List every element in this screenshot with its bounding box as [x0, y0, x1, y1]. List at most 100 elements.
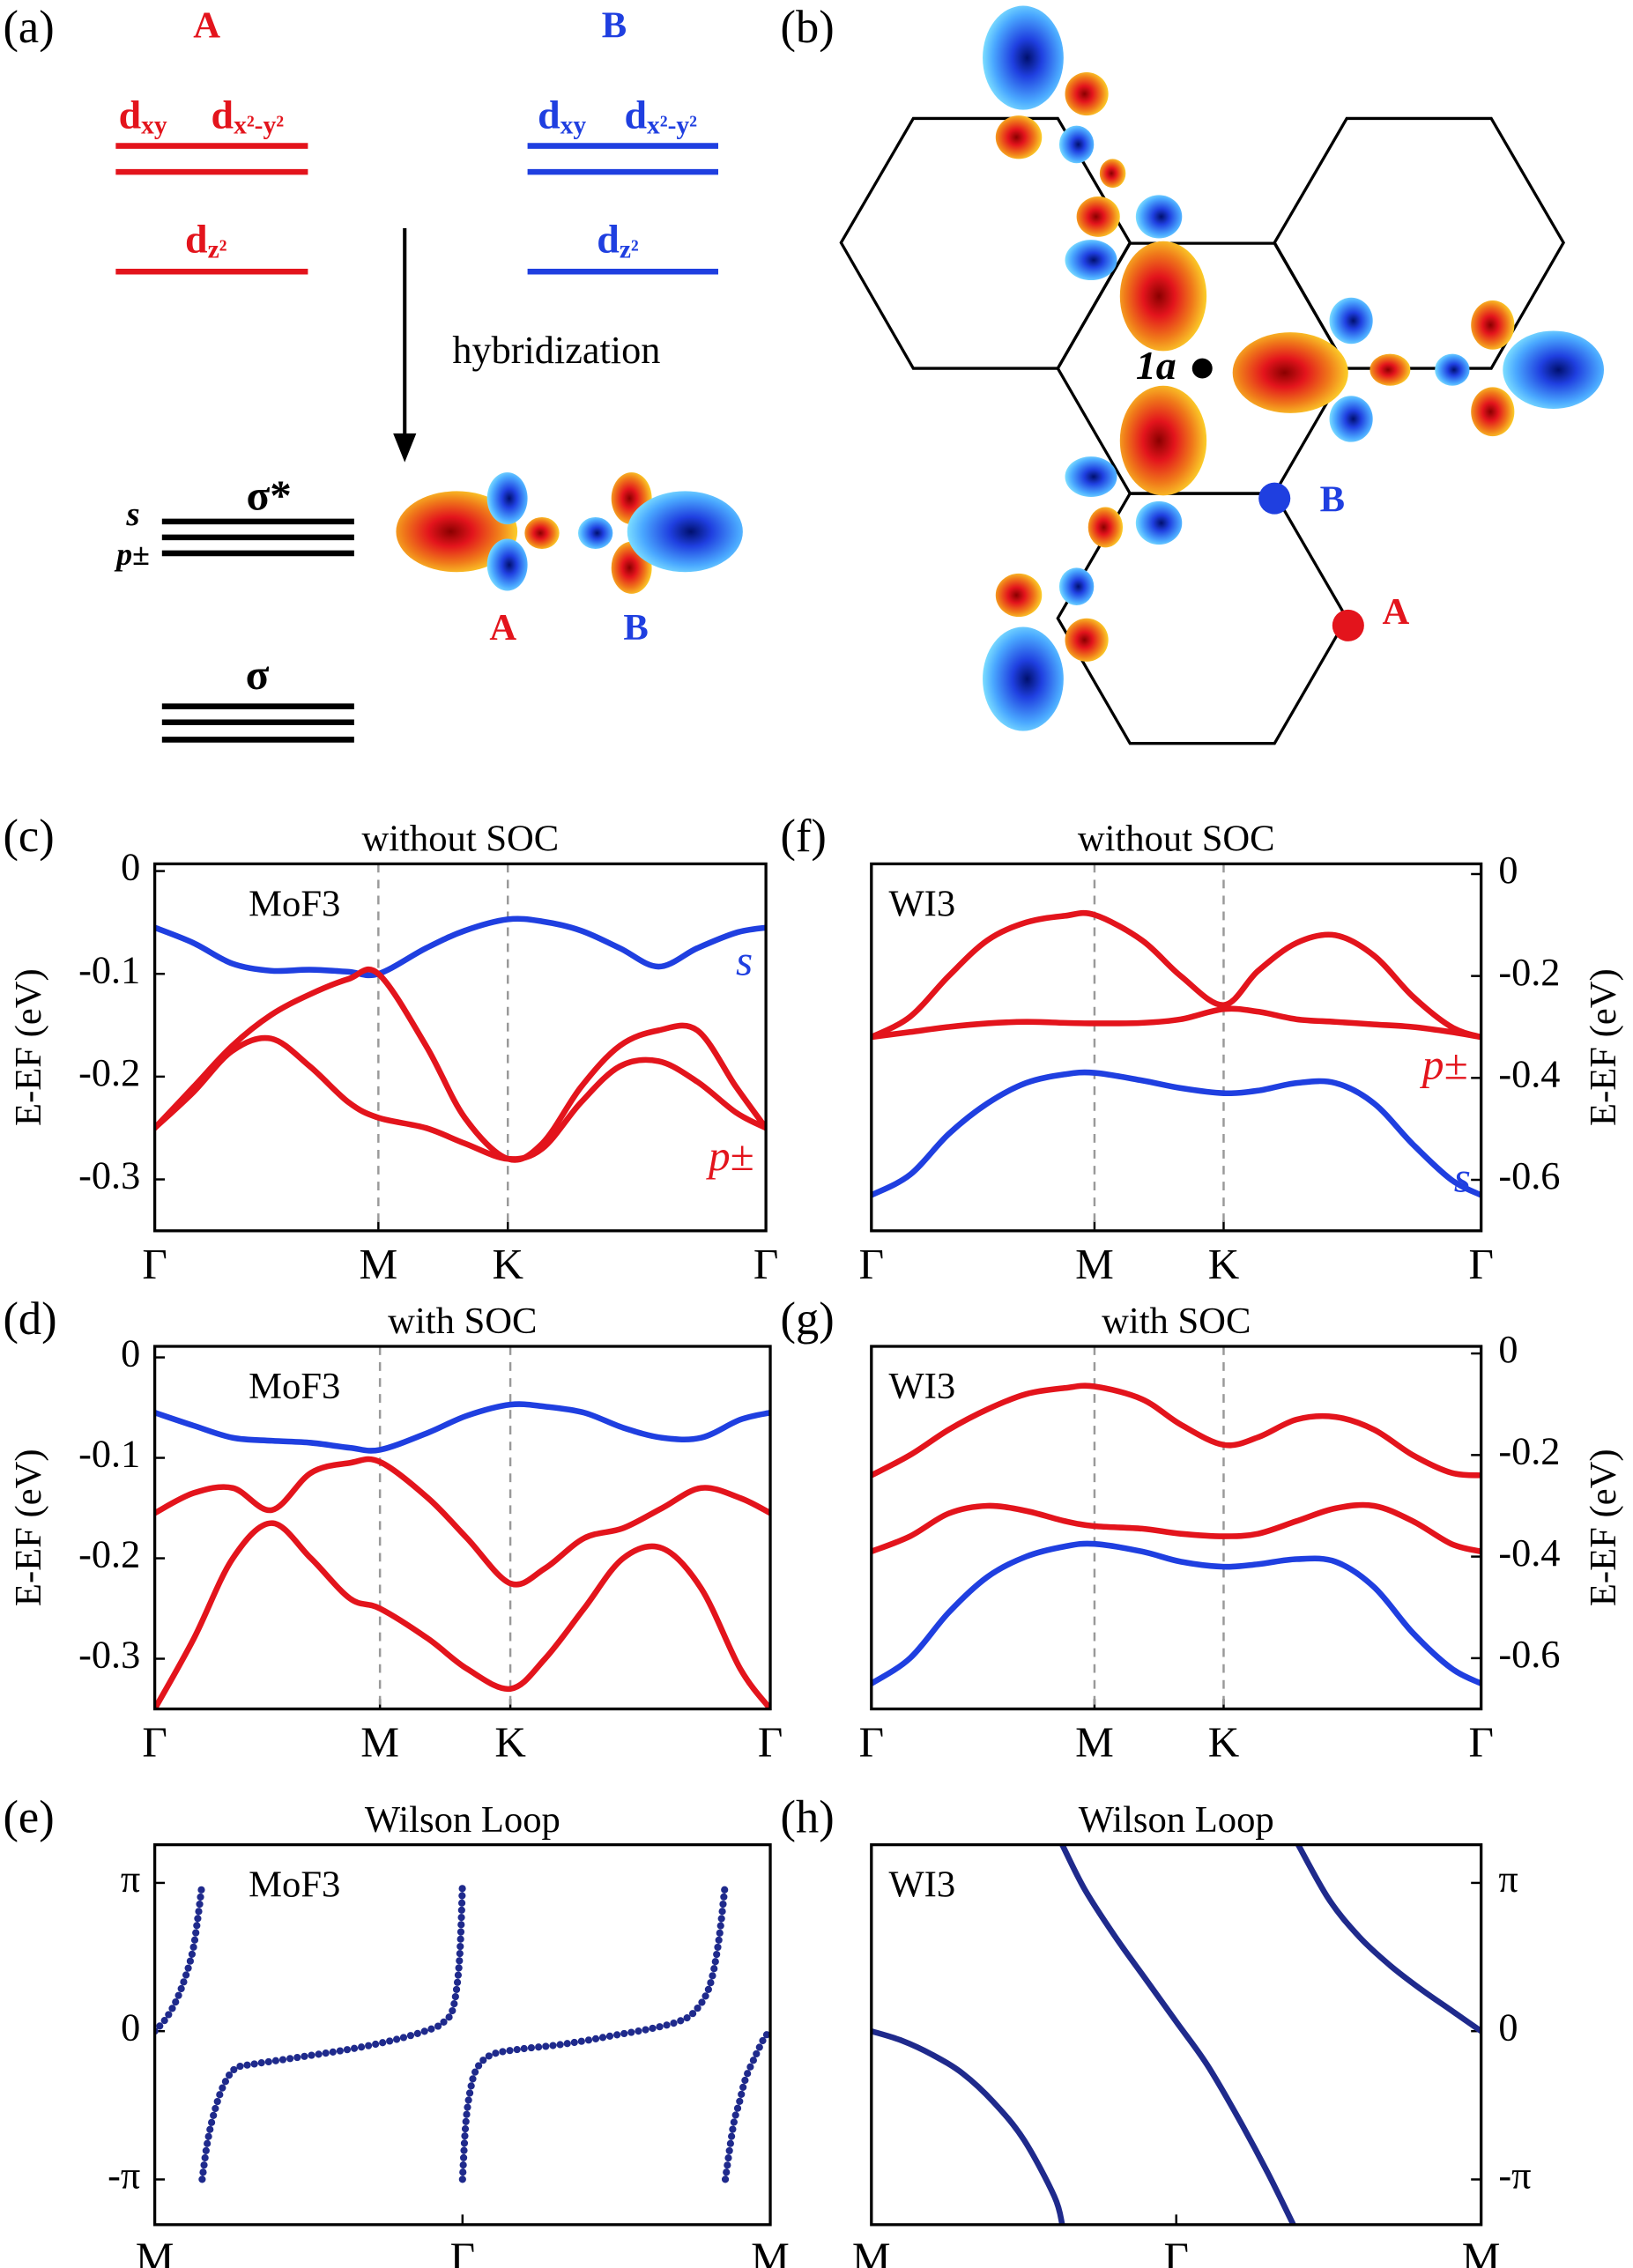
level-label: dx²-y²	[624, 92, 697, 139]
y-axis-label: E-EF (eV)	[8, 1449, 49, 1606]
level-label: dxy	[538, 92, 586, 139]
x-tick-label: Γ	[1164, 2234, 1189, 2268]
level-sub: xy	[141, 111, 167, 139]
level-label: dz²	[597, 216, 639, 263]
band-line	[154, 1520, 771, 1709]
band-label: p±	[706, 1131, 754, 1180]
y-tick-label: 0	[1498, 2005, 1518, 2049]
orbital-level-label: σ	[246, 650, 270, 699]
arrow	[393, 228, 417, 463]
x-tick-label: Γ	[859, 1240, 884, 1288]
x-tick-label: Γ	[859, 1717, 884, 1766]
level-label: dx²-y²	[212, 92, 285, 139]
band-line	[154, 1456, 771, 1588]
x-tick-label: Γ	[450, 2234, 475, 2268]
chart: (h) Wilson Loop M Γ Mπ 0 -π WI3	[781, 1791, 1532, 2268]
site-label: A	[489, 607, 516, 649]
site-dot	[1332, 609, 1364, 641]
level-symbol: d	[185, 216, 208, 261]
diagram-b: (b)	[781, 2, 1605, 745]
y-tick-label: -π	[1498, 2154, 1531, 2198]
band-line	[154, 915, 767, 979]
axis-box	[870, 862, 1483, 1233]
panel-label: (a)	[3, 2, 54, 53]
plot-area	[871, 909, 1481, 1198]
x-tick-label: K	[492, 1240, 523, 1288]
y-tick-label: π	[1498, 1857, 1518, 1901]
x-tick-label: M	[359, 1240, 397, 1288]
x-tick-label: M	[360, 1717, 399, 1766]
band-label: s	[1454, 1153, 1471, 1201]
band-line	[871, 1382, 1481, 1479]
x-tick-label: Γ	[1468, 1240, 1493, 1288]
panel-label: (f)	[781, 811, 827, 862]
panel-label: (b)	[781, 2, 835, 53]
chart: (c) without SOC E-EF (eV) Γ M K Γ 0 -0.1 -0.2 -0.3…	[3, 811, 778, 1288]
axis-box	[870, 1345, 1483, 1711]
axis-box	[870, 1842, 1483, 2227]
x-tick-label: Γ	[142, 1240, 167, 1288]
y-tick-label: -0.4	[1498, 1052, 1560, 1095]
chart-title: with SOC	[1102, 1301, 1251, 1342]
y-tick-label: -0.3	[78, 1634, 140, 1677]
energy-levels	[115, 143, 719, 743]
site-dot	[1258, 482, 1291, 515]
y-tick-label: 0	[1498, 1328, 1518, 1371]
band-line	[871, 1501, 1481, 1555]
chart: (d) with SOC E-EF (eV) Γ M K Γ 0 -0.1 -0.2 -0.3 MoF…	[3, 1293, 783, 1767]
panel-label: (c)	[3, 811, 54, 862]
band-line	[871, 1005, 1481, 1041]
band-line	[198, 1879, 466, 2183]
band-line	[871, 909, 1481, 1041]
x-tick-label: Γ	[753, 1240, 778, 1288]
site-label: B	[1320, 478, 1345, 520]
plot-area	[871, 1844, 1481, 2225]
level-sub: x²-y²	[234, 111, 284, 139]
y-tick-label: -0.2	[1498, 1429, 1560, 1472]
material-label: MoF3	[249, 1864, 340, 1906]
x-tick-label: M	[1462, 2234, 1501, 2268]
site-label: A	[193, 5, 220, 47]
band-line	[871, 1540, 1481, 1686]
chart: (f) without SOC E-EF (eV) Γ M K Γ 0 -0.2 -0.4 -0.6…	[781, 811, 1625, 1288]
plot-area	[871, 1382, 1481, 1686]
level-sub: x²-y²	[647, 111, 697, 139]
site-label: 1a	[1136, 343, 1177, 388]
y-tick-label: -0.1	[78, 1433, 140, 1476]
y-axis-label: E-EF (eV)	[1583, 968, 1624, 1126]
chart-title: with SOC	[388, 1301, 537, 1342]
x-tick-label: M	[1075, 1717, 1114, 1766]
site-label: A	[1383, 591, 1410, 633]
plot-area	[154, 915, 767, 1163]
material-label: MoF3	[249, 883, 340, 924]
x-tick-label: Γ	[142, 1717, 167, 1766]
band-label: p±	[1420, 1041, 1468, 1089]
y-tick-label: -0.1	[78, 948, 140, 991]
band-line	[154, 1879, 206, 2035]
y-tick-label: 0	[121, 2005, 140, 2049]
chart-title: without SOC	[361, 819, 559, 860]
axis-box	[152, 1345, 772, 1711]
panel-label: (h)	[781, 1791, 835, 1842]
x-tick-label: K	[1208, 1240, 1240, 1288]
x-tick-label: M	[852, 2234, 891, 2268]
level-symbol: d	[212, 92, 234, 137]
y-tick-label: -0.2	[78, 1051, 140, 1094]
band-line	[1295, 1844, 1481, 2035]
level-label: dxy	[119, 92, 167, 139]
material-label: WI3	[888, 1366, 955, 1407]
level-symbol: d	[624, 92, 647, 137]
material-label: WI3	[888, 883, 955, 924]
plot-area	[154, 1879, 771, 2183]
y-tick-label: -π	[108, 2154, 140, 2198]
site-label: B	[623, 607, 648, 649]
level-sub: z²	[620, 235, 639, 263]
site-label: B	[602, 5, 627, 47]
orbital-picture	[396, 472, 743, 594]
y-tick-label: -0.6	[1498, 1154, 1560, 1197]
level-label: dz²	[185, 216, 227, 263]
x-tick-label: Γ	[758, 1717, 783, 1766]
